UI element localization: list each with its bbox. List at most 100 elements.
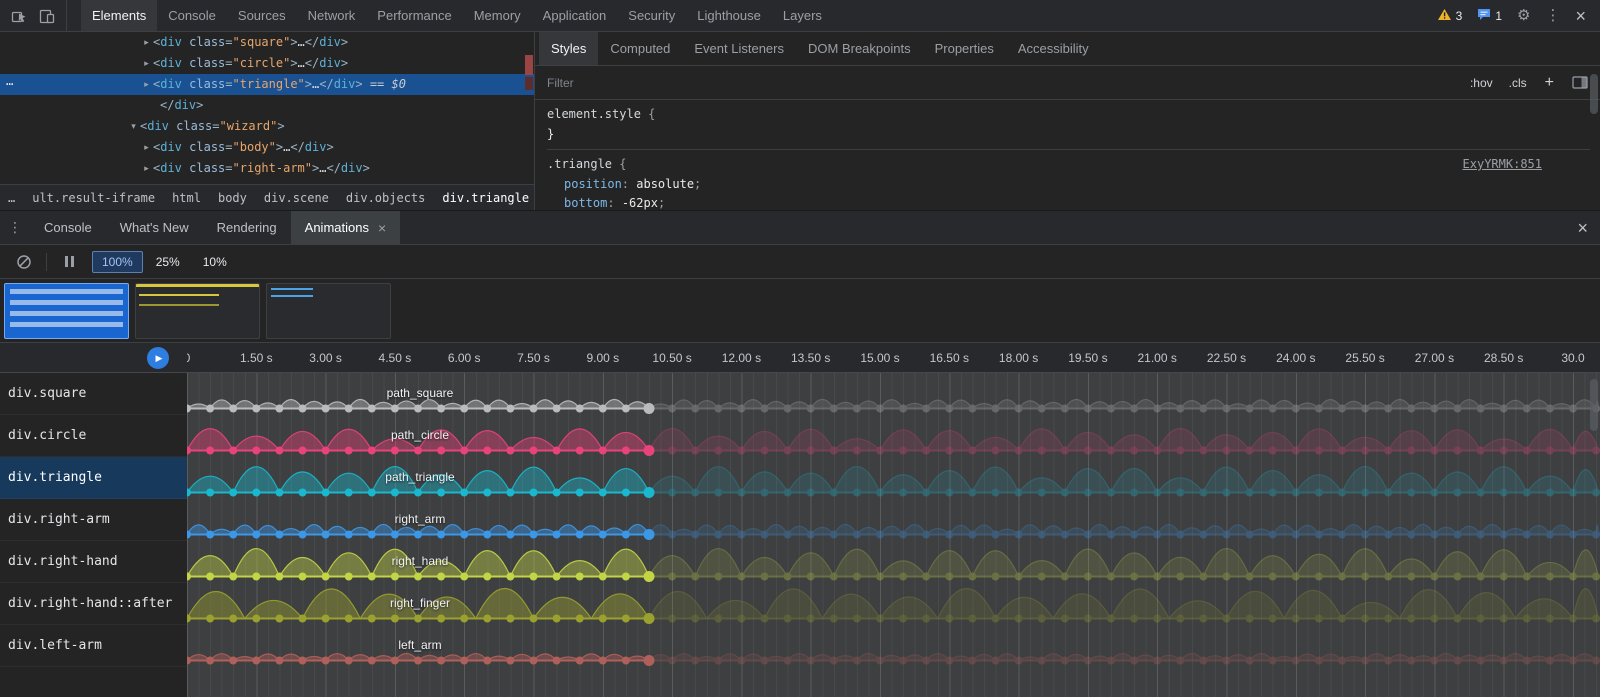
replay-button[interactable]: ▶ [147,347,169,369]
tree-node[interactable]: </div> [160,98,204,112]
styles-tab-dom-breakpoints[interactable]: DOM Breakpoints [808,41,911,56]
animation-row-selector[interactable]: div.right-arm [0,499,187,541]
tree-node[interactable]: ▸ <div class="circle">…</div> [0,53,534,74]
breadcrumb-item[interactable]: html [172,190,201,205]
drawer-tab-bar: ⋮ Console What's New Rendering Animations × … [0,211,1600,245]
animation-row-track[interactable]: path_square [187,373,1600,415]
stylesheet-link[interactable]: ExyYRMK:851 [1462,157,1542,171]
toggle-element-state-button[interactable]: :hov [1469,75,1493,90]
animation-row-selector[interactable]: div.circle [0,415,187,457]
expand-arrow-icon[interactable]: ▸ [144,37,149,47]
animation-track-path_circle[interactable] [187,415,1600,457]
animation-row-selector[interactable]: div.right-hand [0,541,187,583]
toggle-sidebar-icon[interactable] [1572,76,1588,89]
tree-node[interactable]: ▸ <div class="square">…</div> [0,32,534,53]
animation-group-preview[interactable] [135,282,260,339]
expand-arrow-icon[interactable]: ▸ [144,142,149,152]
tree-node[interactable]: ▾ <div class="wizard"> [0,116,534,137]
messages-badge[interactable]: 1 [1477,8,1502,24]
device-toolbar-icon[interactable] [33,3,61,29]
drawer-tab-what-s-new[interactable]: What's New [106,211,203,244]
animation-row-selector[interactable]: div.left-arm [0,625,187,667]
breadcrumb-item[interactable]: body [217,190,247,205]
clear-all-icon[interactable] [10,249,38,275]
breadcrumb-item[interactable]: … [8,190,16,205]
animation-row-track[interactable]: left_arm [187,625,1600,667]
playback-rate-25[interactable]: 25% [155,254,180,269]
animation-name-label: right_arm [394,512,446,526]
animation-group-preview[interactable] [266,282,391,339]
animation-track-right_finger[interactable] [187,583,1600,625]
playback-rate-10[interactable]: 10% [202,254,227,269]
playback-rate-100[interactable]: 100% [92,250,143,273]
animation-track-path_square[interactable] [187,373,1600,415]
tab-layers[interactable]: Layers [782,8,822,23]
drawer-tab-console[interactable]: Console [30,211,106,244]
kebab-menu-icon[interactable]: ⋮ [1545,7,1561,24]
main-panels: ▸ <div class="square">…</div> ▸ <div class=… [0,32,1600,210]
animation-track-right_hand[interactable] [187,541,1600,583]
element-classes-button[interactable]: .cls [1508,75,1527,90]
animation-row-selector[interactable]: div.triangle [0,457,187,499]
drawer-tab-rendering[interactable]: Rendering [203,211,291,244]
animation-track-path_triangle[interactable] [187,457,1600,499]
breadcrumb-item[interactable]: ult.result-iframe [32,190,156,205]
tab-elements[interactable]: Elements [81,0,158,31]
animation-name-label: right_hand [391,554,449,568]
styles-filter-input[interactable]: Filter [547,75,574,90]
animation-row-selector[interactable]: div.right-hand::after [0,583,187,625]
animation-track-right_arm[interactable] [187,499,1600,541]
tree-node[interactable]: ▸ <div class="body">…</div> [0,137,534,158]
rule-selector[interactable]: .triangle [547,157,613,171]
tab-sources[interactable]: Sources [237,8,286,23]
tab-lighthouse[interactable]: Lighthouse [697,8,761,23]
drawer-tab-animations[interactable]: Animations × [290,211,401,244]
tree-node[interactable]: ▸ <div class="right-arm">…</div> [0,158,534,179]
animation-row-track[interactable]: path_triangle [187,457,1600,499]
css-declaration[interactable]: bottom: -62px; [564,196,666,210]
tab-security[interactable]: Security [628,8,676,23]
styles-tab-properties[interactable]: Properties [934,41,994,56]
styles-tab-computed[interactable]: Computed [610,41,671,56]
close-devtools-icon[interactable]: × [1575,5,1586,26]
styles-tab-styles[interactable]: Styles [539,32,599,65]
animation-track-left_arm[interactable] [187,625,1600,667]
tab-network[interactable]: Network [307,8,356,23]
styles-tab-accessibility[interactable]: Accessibility [1017,41,1089,56]
inspect-element-icon[interactable] [5,3,33,29]
drawer-menu-icon[interactable]: ⋮ [8,219,22,235]
animation-group-preview[interactable] [4,282,129,339]
expand-arrow-icon[interactable]: ▸ [144,163,149,173]
new-style-rule-button[interactable]: + [1544,73,1554,91]
close-tab-icon[interactable]: × [377,219,387,236]
animation-row-track[interactable]: right_finger [187,583,1600,625]
animation-row-track[interactable]: path_circle [187,415,1600,457]
settings-gear-icon[interactable]: ⚙ [1517,7,1531,24]
breadcrumb-item[interactable]: div.scene [263,190,329,205]
tab-memory[interactable]: Memory [473,8,521,23]
rule-selector[interactable]: element.style [547,107,641,121]
drawer-tab-label: Console [44,220,92,235]
tree-node[interactable]: ⋯ ▸ <div class="triangle">…</div> == $0 [0,74,534,95]
expand-arrow-icon[interactable]: ▸ [144,79,149,89]
collapse-arrow-icon[interactable]: ▾ [131,121,136,131]
expand-arrow-icon[interactable]: ▸ [144,58,149,68]
timeline-scrollbar[interactable] [1590,379,1598,431]
animation-row-track[interactable]: right_arm [187,499,1600,541]
elements-scrollbar[interactable] [524,32,534,184]
warnings-badge[interactable]: 3 [1437,8,1462,24]
breadcrumb-item[interactable]: div.triangle [442,190,530,205]
css-declaration[interactable]: position: absolute; [564,176,702,191]
timeline-body: div.square path_square div.circle path_circ… [0,373,1600,697]
tab-console[interactable]: Console [168,8,216,23]
timeline-ruler[interactable]: ▶ 0 1.50 s 3.00 s 4.50 s 6.00 s 7.50 s 9.00 s 1… [0,343,1600,373]
styles-tab-event-listeners[interactable]: Event Listeners [694,41,784,56]
pause-all-button[interactable] [55,256,84,267]
tab-performance[interactable]: Performance [377,8,452,23]
animation-row-selector[interactable]: div.square [0,373,187,415]
animation-row-track[interactable]: right_hand [187,541,1600,583]
tab-application[interactable]: Application [542,8,607,23]
styles-scrollbar[interactable] [1590,74,1598,114]
close-drawer-icon[interactable]: × [1577,217,1588,238]
breadcrumb-item[interactable]: div.objects [345,190,426,205]
